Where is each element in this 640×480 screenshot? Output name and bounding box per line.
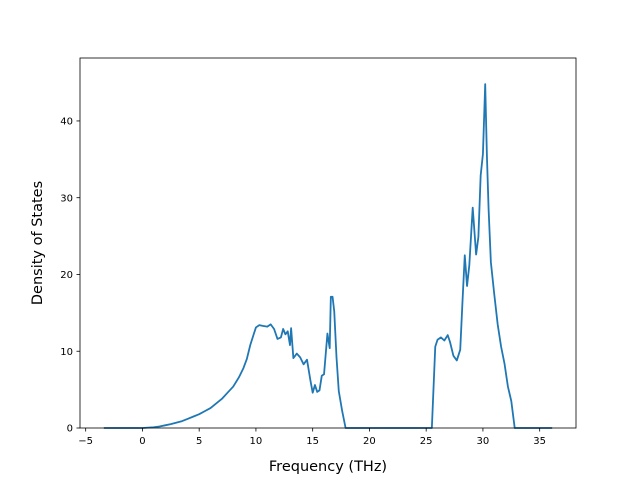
x-tick-label: −5 [78, 436, 93, 447]
y-tick-label: 0 [67, 424, 73, 435]
axes-frame [79, 57, 577, 429]
x-tick-label: 20 [363, 436, 376, 447]
y-tick-label: 30 [60, 193, 73, 204]
y-tick-label: 40 [60, 117, 73, 128]
x-tick-label: 5 [196, 436, 202, 447]
x-axis-ticks: −5 0 5 10 15 20 25 30 35 [78, 428, 546, 447]
y-tick-label: 10 [60, 347, 73, 358]
x-tick-label: 10 [250, 436, 263, 447]
x-tick-label: 25 [420, 436, 433, 447]
y-axis-label: Density of States [30, 181, 46, 305]
x-tick-label: 15 [306, 436, 319, 447]
x-tick-label: 35 [533, 436, 546, 447]
series-line-0 [103, 83, 553, 429]
y-axis-ticks: 0 10 20 30 40 [60, 117, 80, 435]
x-axis-label: Frequency (THz) [269, 459, 387, 475]
y-tick-label: 20 [60, 270, 73, 281]
series-layer [103, 83, 553, 429]
x-tick-label: 30 [477, 436, 490, 447]
plot-area [80, 58, 576, 428]
x-tick-label: 0 [139, 436, 145, 447]
